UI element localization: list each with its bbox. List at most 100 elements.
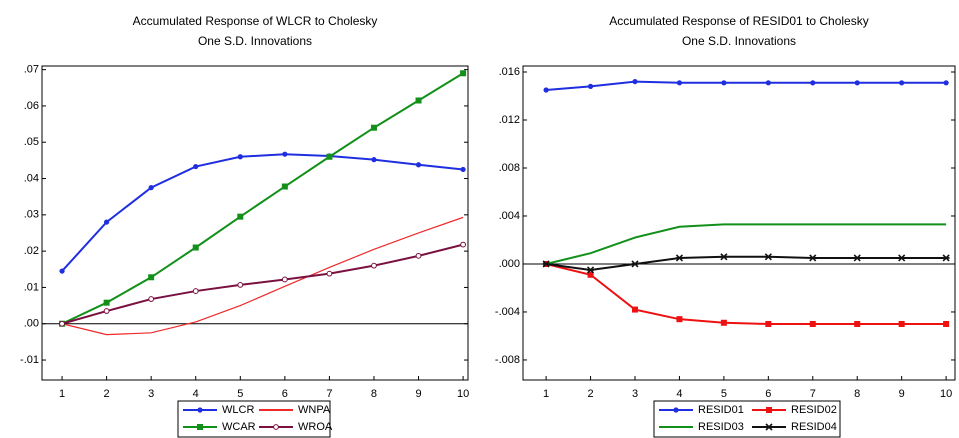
y-tick-label: .03 — [24, 209, 39, 221]
point — [543, 87, 549, 93]
x-tick-label: 7 — [810, 388, 816, 400]
legend-box — [177, 400, 331, 438]
point — [721, 80, 727, 86]
chart-title: Accumulated Response of RESID01 to Chole… — [609, 14, 868, 28]
point — [415, 252, 422, 259]
point — [59, 320, 65, 327]
point — [676, 316, 683, 323]
legend-label: RESID01 — [698, 404, 744, 416]
point — [192, 244, 199, 251]
point — [898, 320, 905, 327]
point — [587, 271, 594, 278]
y-tick-label: .016 — [499, 66, 520, 78]
point — [59, 268, 65, 274]
x-tick-label: 8 — [371, 388, 377, 400]
point — [632, 306, 638, 313]
point — [282, 151, 288, 157]
point — [676, 80, 683, 86]
legend-marker — [197, 424, 203, 430]
x-tick-label: 1 — [543, 388, 549, 400]
point — [809, 320, 816, 327]
point — [810, 80, 816, 86]
point — [326, 270, 333, 277]
point — [281, 276, 288, 283]
x-tick-label: 1 — [59, 388, 65, 400]
y-tick-label: .01 — [24, 281, 39, 293]
point — [899, 80, 905, 86]
point — [632, 78, 638, 85]
point — [943, 80, 949, 86]
legend-box — [653, 400, 841, 438]
point — [103, 299, 110, 306]
x-tick-label: 9 — [899, 388, 905, 400]
point — [237, 154, 243, 160]
point — [415, 97, 422, 104]
point — [148, 274, 155, 281]
x-tick-label: 6 — [765, 388, 771, 400]
x-tick-label: 4 — [676, 388, 682, 400]
y-tick-label: .04 — [24, 172, 39, 184]
point — [148, 185, 154, 191]
legend-label: WCAR — [222, 421, 256, 433]
x-tick-label: 10 — [457, 388, 469, 400]
point — [586, 266, 595, 274]
y-tick-label: .004 — [499, 210, 520, 222]
plot-frame — [522, 65, 956, 381]
point — [460, 241, 466, 248]
x-tick-label: 6 — [282, 388, 288, 400]
point — [148, 296, 155, 302]
x-tick-label: 3 — [148, 388, 154, 400]
series-line — [61, 72, 464, 325]
legend-label: RESID03 — [698, 421, 744, 433]
chart-title: Accumulated Response of WLCR to Cholesky — [133, 14, 378, 28]
point — [371, 262, 377, 269]
point — [103, 308, 110, 314]
point — [853, 254, 861, 262]
legend-marker — [766, 407, 772, 413]
series-line — [61, 243, 464, 325]
point — [371, 157, 377, 163]
y-tick-label: .000 — [499, 258, 520, 270]
legend-marker — [197, 407, 203, 413]
chart-subtitle: One S.D. Innovations — [198, 34, 312, 48]
x-tick-label: 9 — [415, 388, 421, 400]
x-tick-label: 5 — [721, 388, 727, 400]
point — [809, 254, 817, 262]
point — [237, 281, 244, 288]
point — [237, 213, 244, 220]
y-tick-label: .02 — [24, 245, 39, 257]
x-tick-label: 3 — [632, 388, 638, 400]
y-tick-label: .06 — [24, 100, 39, 112]
series-line — [61, 153, 464, 272]
legend-label: RESID02 — [791, 404, 837, 416]
x-tick-label: 2 — [587, 388, 593, 400]
legend-marker — [673, 407, 679, 413]
point — [942, 254, 950, 262]
point — [193, 163, 199, 170]
point — [542, 260, 550, 268]
point — [765, 320, 772, 327]
point — [587, 83, 594, 89]
point — [460, 166, 466, 173]
y-tick-label: .05 — [24, 136, 39, 148]
y-tick-label: .008 — [499, 162, 520, 174]
point — [192, 288, 199, 294]
x-tick-label: 10 — [940, 388, 952, 400]
point — [675, 254, 684, 262]
series-line — [545, 263, 947, 325]
plot-frame — [41, 65, 469, 381]
point — [104, 219, 110, 225]
legend-label: WNPA — [298, 404, 331, 416]
point — [370, 124, 377, 131]
y-tick-label: -.008 — [495, 354, 520, 366]
x-tick-label: 4 — [193, 388, 199, 400]
legend-marker — [273, 424, 279, 430]
legend-marker — [765, 423, 773, 431]
x-tick-label: 7 — [326, 388, 332, 400]
legend-label: RESID04 — [791, 421, 837, 433]
legend-label: WROA — [298, 421, 333, 433]
y-tick-label: -.004 — [495, 306, 520, 318]
series-line — [545, 223, 947, 265]
point — [943, 320, 950, 327]
point — [281, 183, 288, 190]
